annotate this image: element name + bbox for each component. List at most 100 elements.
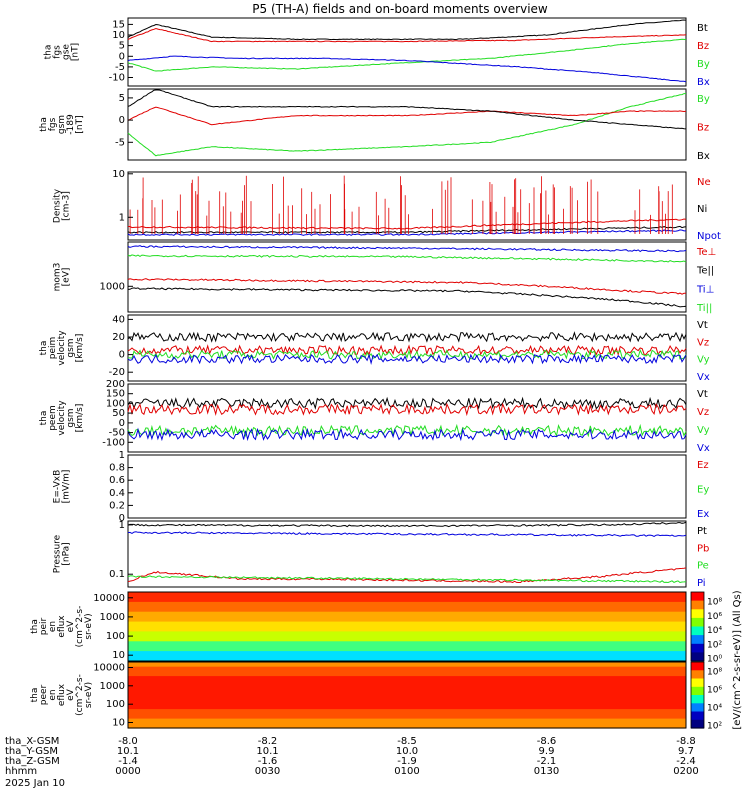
y-tick-label: 200 <box>106 379 125 390</box>
x-tick-label: 0100 <box>394 766 419 777</box>
legend-Ne: Ne <box>697 177 711 188</box>
panel-frame <box>127 383 687 453</box>
legend-By: By <box>697 94 710 105</box>
x-tick-label: 0130 <box>534 766 559 777</box>
x-row-label: tha_X-GSM <box>5 736 59 747</box>
x-tick-label: 0200 <box>673 766 698 777</box>
heatmap-band <box>128 680 686 687</box>
y-axis-label: eflux <box>57 683 67 706</box>
y-axis-label: (cm^2-s- <box>75 674 85 716</box>
heatmap-band <box>128 592 686 598</box>
heatmap-band <box>128 685 686 691</box>
panel-peer: 10⁸ 10⁶ 10⁴ 10² 10000 1000 100 10 tha peer en eflux… <box>30 661 722 732</box>
y-axis-label: [cm-3] <box>62 191 72 221</box>
y-tick-label: 5 <box>119 41 125 52</box>
legend-Bz: Bz <box>697 123 709 134</box>
series-line-Bx <box>127 89 687 130</box>
heatmap-band <box>128 718 686 724</box>
legend-Ti||: Ti|| <box>696 303 712 314</box>
y-axis-label: sr-eV) <box>84 682 94 708</box>
legend-Ez: Ez <box>697 460 709 471</box>
heatmap-band <box>128 671 686 677</box>
x-tick-label: 9.7 <box>678 746 694 757</box>
y-axis-label: fgs <box>53 45 63 59</box>
y-tick-label: 10 <box>112 650 125 661</box>
colorbar-band <box>691 703 704 713</box>
panel-peir: 10⁸ 10⁶ 10⁴ 10² 10⁰ 10000 1000 100 10 tha peir en ef… <box>30 591 722 665</box>
y-tick-label: 10 <box>112 30 125 41</box>
colorbar-band <box>691 652 704 662</box>
legend-Bx: Bx <box>697 77 710 88</box>
heatmap-band <box>128 611 686 618</box>
heatmap-band <box>128 723 686 729</box>
y-axis-label: [km/s] <box>75 334 85 363</box>
y-axis-label: mom3 <box>53 263 63 292</box>
y-axis-label: [nPa] <box>62 542 72 565</box>
y-axis-label: Pressure <box>53 534 63 573</box>
y-tick-label: 0.1 <box>109 569 125 580</box>
y-axis-label: gsm <box>66 408 76 427</box>
y-axis-label: gse <box>62 44 72 60</box>
series-line-Te⊥ <box>127 278 686 295</box>
y-axis-label: Density <box>53 188 63 223</box>
y-tick-label: -20 <box>109 367 125 378</box>
y-axis-label: tha <box>39 117 49 132</box>
legend-Vz: Vz <box>697 407 709 418</box>
series-line-Ti|| <box>127 254 687 263</box>
colorbar-band <box>691 695 704 704</box>
y-tick-label: 0.6 <box>109 475 125 486</box>
legend-Pb: Pb <box>697 543 709 554</box>
y-tick-label: 15 <box>112 19 125 30</box>
colorbar-band <box>691 592 704 602</box>
y-tick-label: 0.8 <box>109 463 125 474</box>
y-tick-label: 10 <box>112 169 125 180</box>
series-line-Vy <box>127 423 687 438</box>
series-line-Bz <box>127 106 687 126</box>
heatmap-band <box>128 651 686 657</box>
colorbar-label: [eV/(cm^2-s-sr-eV)] (All Qs) <box>732 590 743 729</box>
y-tick-label: 0 <box>119 418 125 429</box>
series-line-Vx <box>127 427 687 442</box>
colorbar-tick-label: 10⁶ <box>707 686 722 696</box>
x-tick-label: 10.0 <box>396 746 418 757</box>
x-tick-label: -1.4 <box>118 756 138 767</box>
panel-frame <box>127 520 687 588</box>
colorbar-tick-label: 10⁸ <box>707 598 722 608</box>
series-line-Bt <box>127 19 687 41</box>
x-tick-label: -2.1 <box>537 756 557 767</box>
y-tick-label: 0 <box>119 51 125 62</box>
heatmap-band <box>128 713 686 720</box>
legend-Ti⊥: Ti⊥ <box>696 284 714 295</box>
colorbar-tick-label: 10⁴ <box>707 626 722 636</box>
heatmap-band <box>128 636 686 642</box>
colorbar-frame <box>690 591 705 662</box>
x-tick-label: -1.9 <box>397 756 417 767</box>
colorbar-tick-label: 10² <box>707 722 722 732</box>
colorbar-band <box>691 617 704 628</box>
y-tick-label: 40 <box>112 314 125 325</box>
y-tick-label: 1000 <box>100 612 125 623</box>
colorbar-band <box>691 600 704 610</box>
y-tick-label: 1000 <box>100 281 125 292</box>
colorbar-tick-label: 10⁰ <box>707 655 722 665</box>
panel-frame <box>127 661 687 729</box>
y-tick-label: 0.2 <box>109 500 125 511</box>
heatmap-band <box>128 695 686 701</box>
series-line-By <box>127 93 686 157</box>
figure-title: P5 (TH-A) fields and on-board moments ov… <box>252 2 548 16</box>
y-axis-label: peer <box>39 684 49 705</box>
colorbar-band <box>691 609 704 619</box>
y-axis-label: sr-eV) <box>84 613 94 639</box>
panel-efield: Ez Ey Ex 1 0.80.6 0.40.2 0 E=-VxB [mV/m] <box>53 450 710 524</box>
legend-Te||: Te|| <box>696 266 714 277</box>
series-line-Npot <box>127 229 686 236</box>
x-tick-label: -8.8 <box>676 736 696 747</box>
y-axis-label: eV <box>66 688 76 701</box>
panel-frame <box>127 314 687 382</box>
x-tick-label: -8.0 <box>118 736 138 747</box>
y-axis-label: tha <box>39 411 49 426</box>
x-tick-label: 10.1 <box>117 746 139 757</box>
heatmap-band <box>128 621 686 628</box>
